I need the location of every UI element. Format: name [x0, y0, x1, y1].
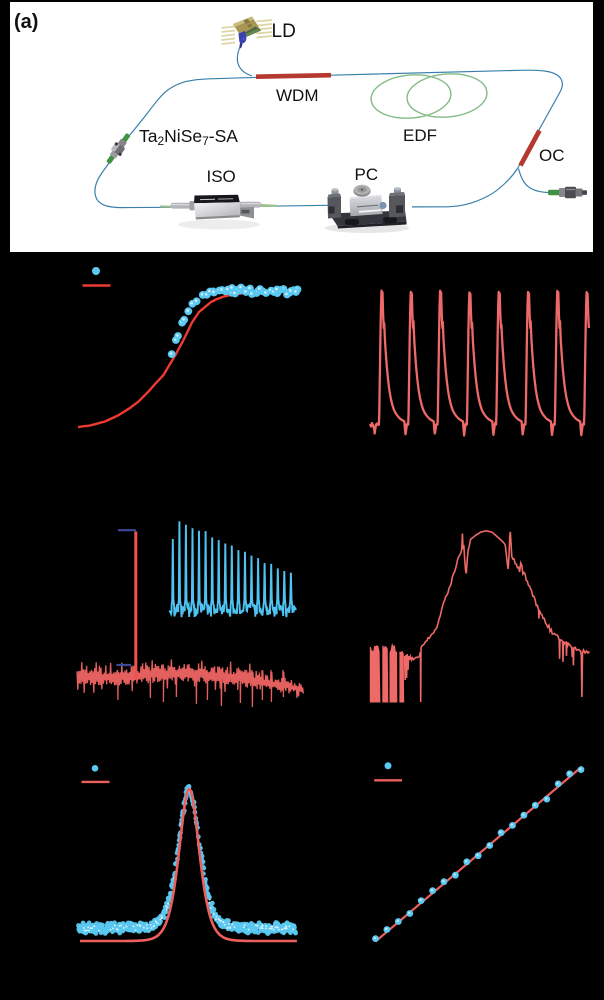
svg-text:ISO: ISO	[207, 167, 236, 186]
svg-text:LD: LD	[272, 21, 296, 42]
svg-text:(a): (a)	[14, 11, 38, 33]
svg-text:Ta2NiSe7-SA: Ta2NiSe7-SA	[139, 126, 238, 148]
svg-text:EDF: EDF	[403, 126, 437, 145]
svg-text:PC: PC	[355, 165, 379, 184]
svg-text:WDM: WDM	[276, 86, 318, 105]
svg-text:OC: OC	[539, 146, 565, 165]
